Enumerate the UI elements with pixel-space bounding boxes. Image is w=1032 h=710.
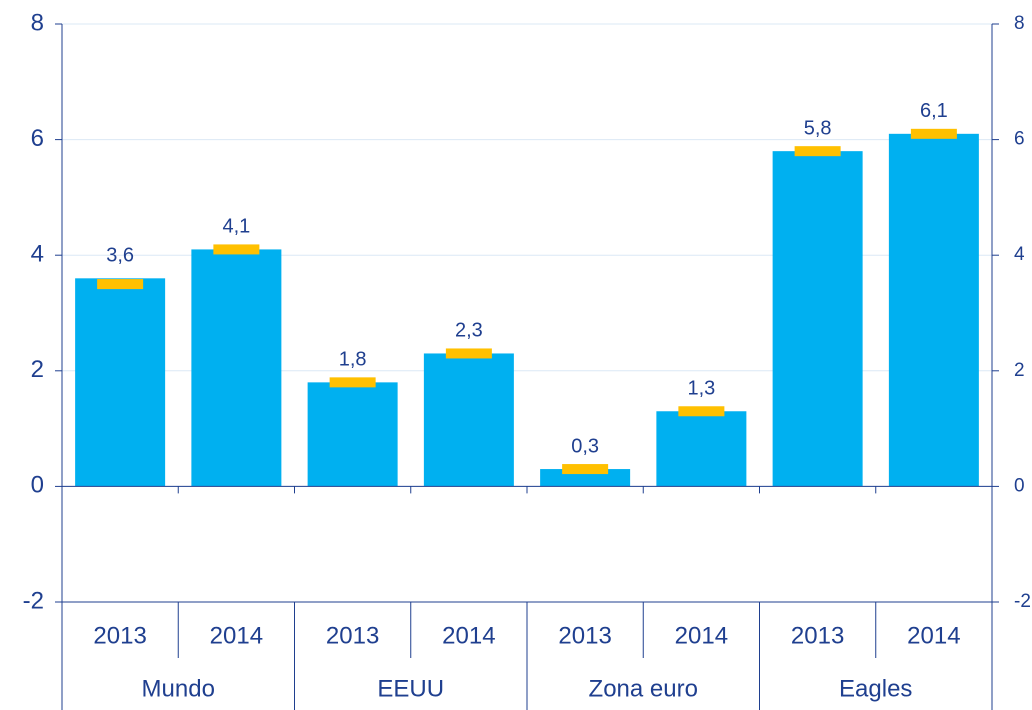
y-tick-label: 0 [31,472,44,499]
marker [97,279,144,290]
y2-tick-label: 8 [1014,13,1025,34]
marker [910,128,957,139]
data-label: 1,8 [339,349,367,371]
data-label: 4,1 [222,216,250,238]
bar [307,382,398,487]
marker [678,406,725,417]
y2-tick-label: 2 [1014,360,1025,381]
y2-tick-label: 0 [1014,475,1025,496]
y-tick-label: 4 [31,241,44,268]
x-tick-label: 2014 [907,622,960,649]
y2-tick-label: 4 [1014,244,1025,265]
marker [562,464,609,475]
bar [423,353,514,487]
x-tick-label: 2014 [675,622,728,649]
bar [888,133,979,487]
y2-tick-label: 6 [1014,129,1025,150]
group-label: Mundo [142,675,215,702]
data-label: 1,3 [687,378,715,400]
marker [329,377,376,388]
group-label: EEUU [377,675,444,702]
group-label: Zona euro [589,675,698,702]
data-label: 2,3 [455,320,483,342]
x-tick-label: 2013 [791,622,844,649]
marker [213,244,260,255]
x-tick-label: 2014 [442,622,495,649]
y2-tick-label: -2 [1014,591,1031,612]
marker [794,146,841,157]
y-tick-label: -2 [23,587,44,614]
data-label: 0,3 [571,435,599,457]
x-tick-label: 2013 [558,622,611,649]
bar [75,278,166,487]
x-tick-label: 2013 [93,622,146,649]
bar [191,249,282,487]
marker [445,348,492,359]
x-tick-label: 2013 [326,622,379,649]
data-label: 6,1 [920,100,948,122]
bar [772,151,863,487]
y-tick-label: 6 [31,125,44,152]
y-tick-label: 2 [31,356,44,383]
data-label: 3,6 [106,245,134,267]
bar [656,411,747,487]
group-label: Eagles [839,675,912,702]
y-tick-label: 8 [31,9,44,36]
x-tick-label: 2014 [210,622,263,649]
data-label: 5,8 [804,117,832,139]
